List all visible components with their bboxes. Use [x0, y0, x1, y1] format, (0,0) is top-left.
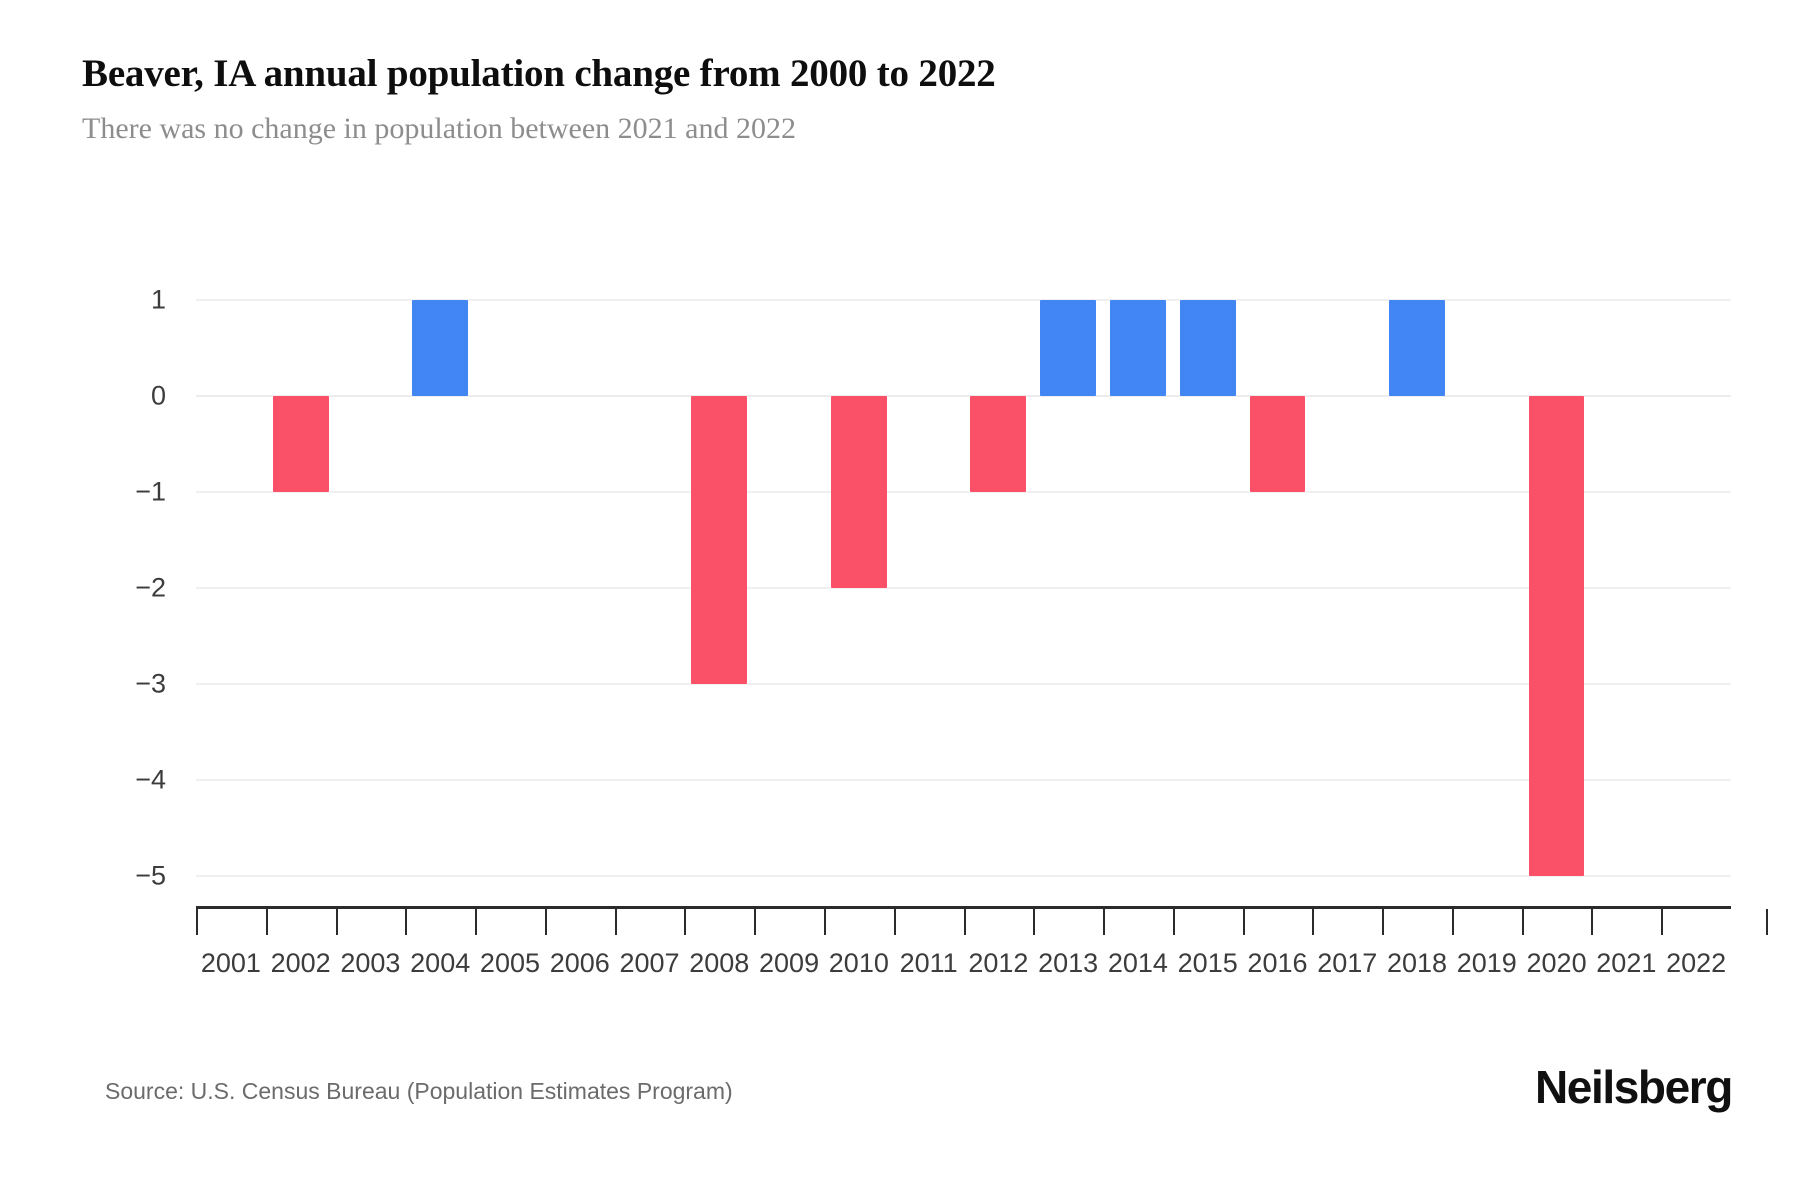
x-axis-tick-label: 2006	[549, 948, 610, 978]
x-axis-tick	[265, 909, 268, 935]
x-axis-tick-label: 2018	[1386, 948, 1448, 978]
bar-2012[interactable]	[970, 396, 1027, 492]
x-axis-tick	[1172, 909, 1175, 935]
bar-2010[interactable]	[830, 396, 887, 588]
x-axis-tick-label: 2010	[828, 948, 889, 978]
x-axis-tick-label: 2009	[759, 948, 820, 978]
x-axis-tick	[1033, 909, 1036, 935]
x-axis-tick-label: 2003	[340, 948, 401, 978]
chart-subtitle: There was no change in population betwee…	[82, 111, 796, 145]
x-axis-tick-label: 2021	[1596, 948, 1657, 978]
gridline	[196, 395, 1731, 397]
y-axis-tick-label: 1	[150, 284, 166, 315]
gridline	[196, 875, 1731, 877]
bar-2018[interactable]	[1389, 300, 1445, 396]
x-axis-tick	[1661, 909, 1664, 935]
bar-2013[interactable]	[1040, 300, 1097, 396]
x-axis-tick-label: 2008	[689, 948, 750, 978]
x-axis-tick-label: 2011	[899, 948, 958, 978]
x-axis-tick	[1382, 909, 1385, 935]
gridline	[196, 779, 1731, 781]
x-axis-tick-label: 2014	[1107, 948, 1168, 978]
x-axis-tick	[196, 909, 198, 935]
bar-2015[interactable]	[1179, 300, 1236, 396]
x-axis-tick-label: 2013	[1038, 948, 1099, 978]
x-axis-tick-label: 2001	[200, 948, 261, 978]
x-axis-tick	[1591, 909, 1594, 935]
x-axis-tick-label: 2017	[1317, 948, 1378, 978]
x-axis-tick	[963, 909, 966, 935]
y-axis-tick-label: −5	[135, 860, 166, 891]
x-axis-tick-label: 2019	[1456, 948, 1517, 978]
bar-2016[interactable]	[1249, 396, 1306, 492]
y-axis-tick-label: 0	[150, 380, 166, 411]
x-axis-tick	[405, 909, 408, 935]
x-axis-tick-label: 2020	[1526, 948, 1587, 978]
x-axis-tick	[1312, 909, 1315, 935]
page-title: Beaver, IA annual population change from…	[82, 52, 996, 95]
x-axis-tick	[1765, 909, 1768, 935]
x-axis-tick	[544, 909, 547, 935]
y-axis-tick-label: −1	[135, 476, 166, 507]
gridline	[196, 299, 1731, 301]
bar-2014[interactable]	[1110, 300, 1166, 396]
gridline	[196, 587, 1731, 589]
x-axis-tick-label: 2015	[1177, 948, 1238, 978]
gridline	[196, 683, 1731, 685]
chart-header: Beaver, IA annual population change from…	[82, 52, 1732, 147]
neilsberg-logo: Neilsberg	[1534, 1061, 1733, 1113]
x-axis-tick-label: 2002	[270, 948, 331, 978]
x-axis-tick	[823, 909, 826, 935]
x-axis-tick	[1521, 909, 1524, 935]
bar-2004[interactable]	[412, 300, 469, 396]
y-axis-tick-label: −2	[135, 572, 166, 603]
x-axis-tick-label: 2012	[968, 948, 1029, 978]
x-axis-tick	[684, 909, 687, 935]
y-axis-tick-label: −3	[135, 668, 166, 699]
gridline	[196, 491, 1731, 493]
x-axis-line	[196, 906, 1731, 909]
bar-2020[interactable]	[1528, 396, 1585, 876]
x-axis-tick	[893, 909, 896, 935]
x-axis-tick	[475, 909, 478, 935]
x-axis-tick	[614, 909, 617, 935]
y-axis-tick-label: −4	[135, 764, 166, 795]
x-axis-tick	[335, 909, 338, 935]
x-axis-tick	[754, 909, 757, 935]
x-axis-tick-label: 2007	[619, 948, 680, 978]
bar-2008[interactable]	[691, 396, 748, 684]
x-axis-tick	[1103, 909, 1106, 935]
x-axis-tick-label: 2005	[479, 948, 541, 978]
source-note: Source: U.S. Census Bureau (Population E…	[105, 1078, 733, 1104]
x-axis-tick	[1242, 909, 1245, 935]
x-axis-tick-label: 2004	[410, 948, 471, 978]
x-axis-tick-label: 2022	[1666, 948, 1727, 978]
x-axis-tick	[1451, 909, 1454, 935]
bar-2002[interactable]	[272, 396, 329, 492]
x-axis-tick-label: 2016	[1247, 948, 1308, 978]
